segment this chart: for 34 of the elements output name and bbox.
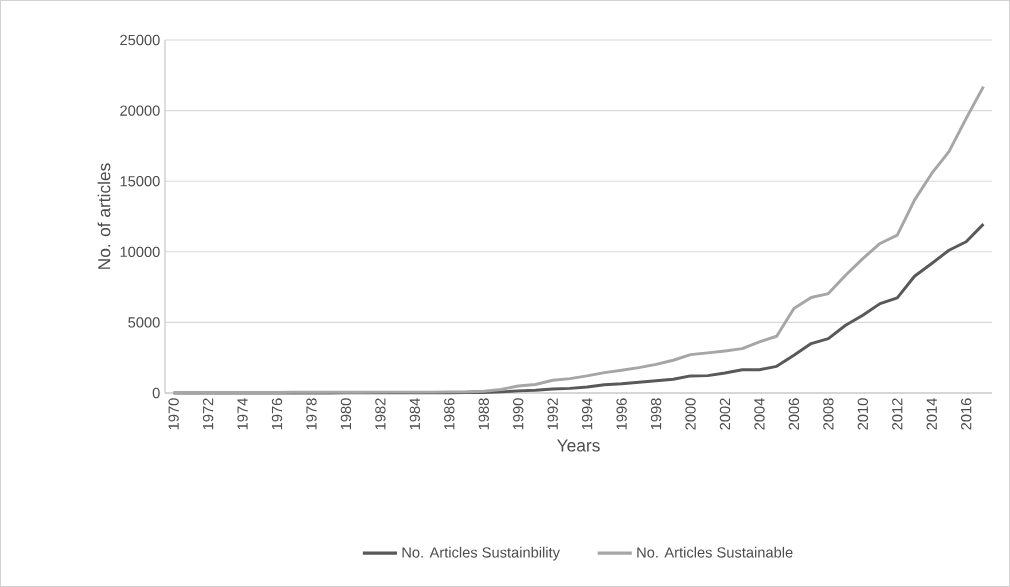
x-tick-label: 1972 xyxy=(202,398,214,430)
y-tick-label: 20000 xyxy=(120,105,160,116)
x-tick-label: 1994 xyxy=(581,398,593,430)
x-tick-label: 1970 xyxy=(168,398,179,430)
y-tick-label: 15000 xyxy=(120,176,160,187)
x-tick-label: 2002 xyxy=(719,398,731,430)
x-tick-label: 1974 xyxy=(237,398,248,430)
x-tick-label: 1976 xyxy=(271,398,283,430)
x-tick-label: 1988 xyxy=(478,398,489,430)
x-tick-label: 1996 xyxy=(616,398,627,430)
x-tick-label: 1986 xyxy=(444,398,455,430)
x-tick-label: 1980 xyxy=(340,398,352,430)
y-tick-label: 10000 xyxy=(120,246,160,257)
x-tick-label: 1990 xyxy=(513,398,524,430)
x-tick-label: 2010 xyxy=(857,398,869,430)
x-tick-label: 1982 xyxy=(375,398,386,430)
x-tick-label: 2016 xyxy=(961,398,972,430)
legend-label: No. Articles Sustainable xyxy=(637,546,793,558)
x-tick-label: 1992 xyxy=(547,398,558,430)
y-tick-label: 5000 xyxy=(128,317,160,328)
x-tick-label: 2004 xyxy=(754,398,765,430)
x-tick-label: 2012 xyxy=(892,398,903,430)
x-tick-label: 1978 xyxy=(306,398,317,430)
y-tick-label: 25000 xyxy=(120,34,160,46)
x-axis-title: Years xyxy=(557,439,600,452)
x-tick-label: 2000 xyxy=(685,398,696,430)
x-tick-label: 2014 xyxy=(926,398,937,430)
x-tick-label: 1998 xyxy=(650,398,662,430)
legend-label: No. Articles Sustainbility xyxy=(402,546,560,561)
y-axis-title: No. of articles xyxy=(97,163,111,269)
x-tick-label: 1984 xyxy=(409,398,421,430)
x-tick-label: 2006 xyxy=(788,398,800,430)
x-tick-label: 2008 xyxy=(823,398,834,430)
y-tick-label: 0 xyxy=(152,387,160,399)
